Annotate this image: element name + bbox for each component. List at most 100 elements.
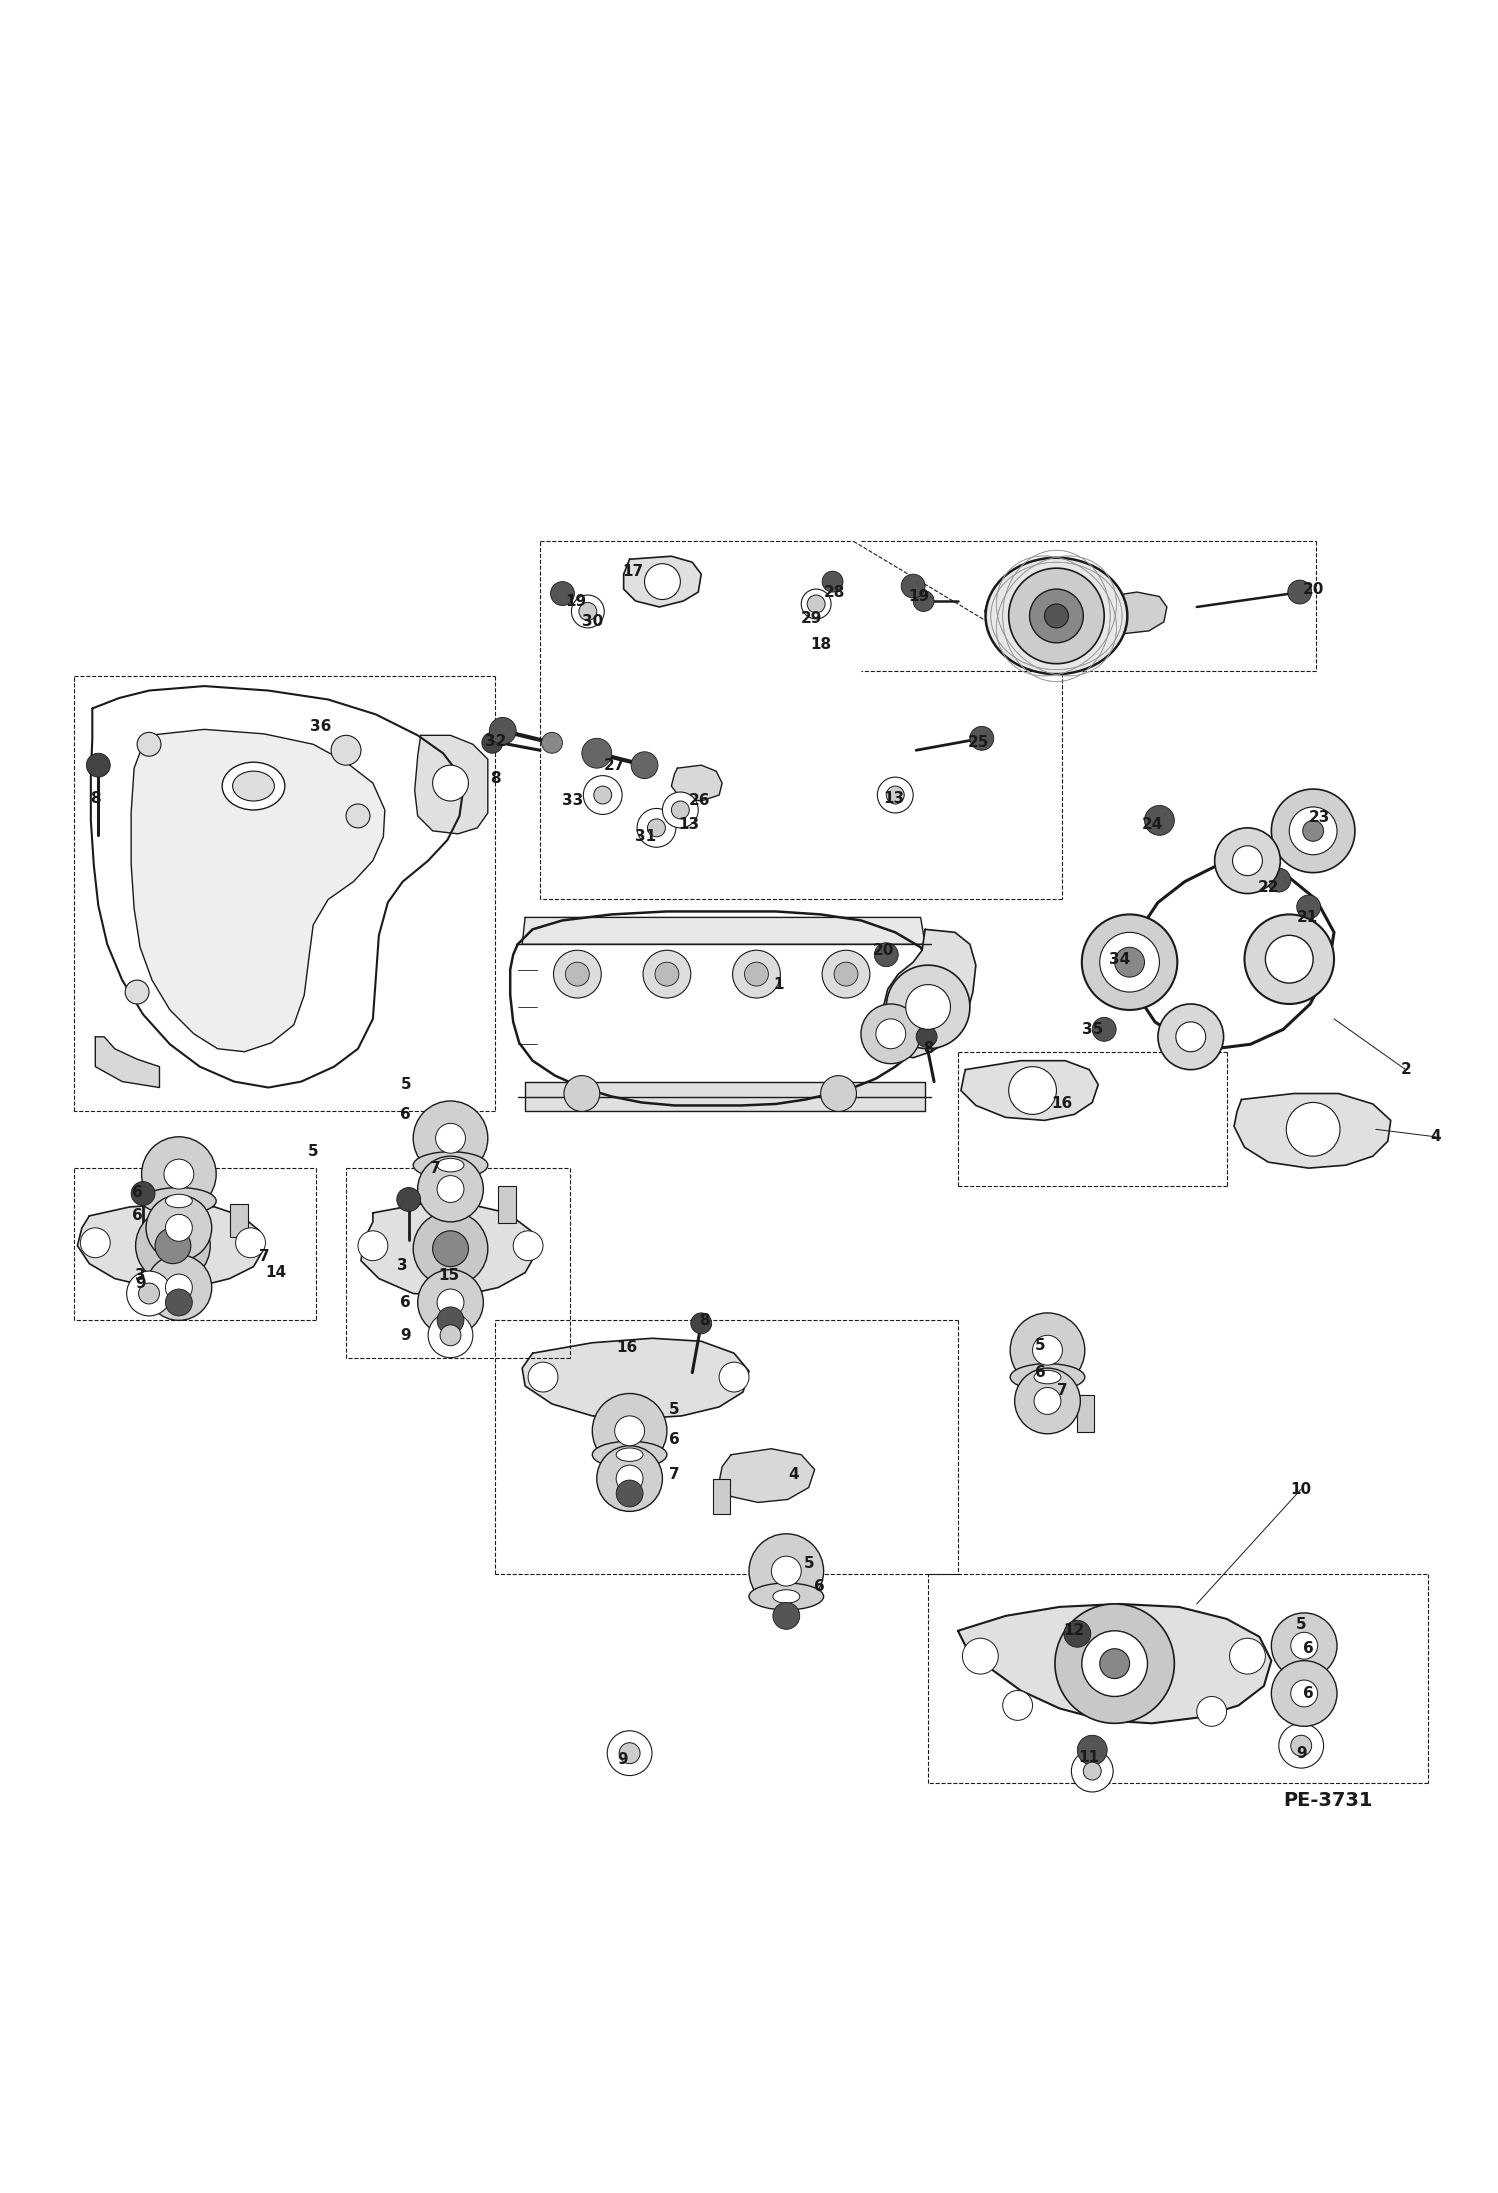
Circle shape [553, 950, 601, 998]
Circle shape [1010, 1314, 1085, 1388]
Text: 16: 16 [1052, 1096, 1073, 1112]
Text: 3: 3 [397, 1257, 407, 1272]
Text: 28: 28 [824, 586, 845, 599]
Circle shape [490, 717, 517, 743]
Circle shape [1266, 936, 1314, 982]
Circle shape [433, 1230, 469, 1268]
Circle shape [647, 818, 665, 838]
Polygon shape [523, 917, 926, 945]
Polygon shape [1100, 592, 1167, 634]
Polygon shape [719, 1450, 815, 1502]
Circle shape [807, 594, 825, 614]
Circle shape [1267, 868, 1291, 893]
Circle shape [136, 1208, 210, 1283]
Circle shape [902, 575, 926, 599]
Circle shape [1233, 846, 1263, 875]
Circle shape [1176, 1022, 1206, 1053]
Circle shape [801, 590, 831, 618]
Text: 4: 4 [788, 1467, 798, 1482]
Text: 6: 6 [813, 1579, 824, 1594]
Circle shape [433, 765, 469, 800]
Text: 3: 3 [135, 1268, 145, 1283]
Circle shape [565, 963, 589, 987]
Text: 8: 8 [923, 1042, 933, 1057]
Circle shape [163, 1160, 193, 1189]
Circle shape [887, 965, 969, 1048]
Circle shape [583, 776, 622, 814]
Text: 25: 25 [968, 735, 990, 750]
Circle shape [139, 1283, 159, 1305]
Polygon shape [415, 735, 488, 833]
Circle shape [1002, 1691, 1032, 1719]
Text: 22: 22 [1258, 879, 1279, 895]
Text: 36: 36 [310, 719, 331, 735]
Circle shape [138, 732, 160, 757]
Circle shape [581, 739, 611, 768]
Circle shape [607, 1730, 652, 1776]
Bar [499, 1186, 517, 1224]
Text: 2: 2 [1401, 1061, 1411, 1077]
Polygon shape [361, 1204, 538, 1296]
Text: 9: 9 [135, 1276, 145, 1289]
Circle shape [1245, 914, 1335, 1004]
Polygon shape [132, 730, 385, 1053]
Ellipse shape [142, 1189, 216, 1215]
Text: 9: 9 [617, 1752, 628, 1768]
Text: 6: 6 [400, 1294, 410, 1309]
Ellipse shape [773, 1590, 800, 1603]
Text: 5: 5 [1035, 1338, 1046, 1353]
Text: 6: 6 [132, 1208, 142, 1224]
Circle shape [592, 1393, 667, 1467]
Circle shape [616, 1465, 643, 1491]
Circle shape [440, 1325, 461, 1347]
Circle shape [397, 1189, 421, 1211]
Ellipse shape [1034, 1371, 1061, 1384]
Circle shape [834, 963, 858, 987]
Polygon shape [671, 765, 722, 800]
Text: 33: 33 [562, 794, 584, 809]
Circle shape [1029, 590, 1083, 643]
Ellipse shape [437, 1158, 464, 1171]
Circle shape [165, 1289, 192, 1316]
Circle shape [1008, 1066, 1056, 1114]
Circle shape [1291, 1680, 1318, 1706]
Circle shape [1290, 807, 1338, 855]
Circle shape [1197, 1697, 1227, 1726]
Circle shape [1287, 1103, 1341, 1156]
Text: 31: 31 [635, 829, 656, 844]
Text: 5: 5 [670, 1401, 680, 1417]
Text: PE-3731: PE-3731 [1284, 1792, 1372, 1811]
Circle shape [126, 980, 148, 1004]
Text: 13: 13 [884, 789, 905, 805]
Circle shape [413, 1101, 488, 1175]
Text: 20: 20 [1302, 581, 1324, 596]
Text: 20: 20 [873, 943, 894, 958]
Circle shape [878, 776, 914, 814]
Text: 6: 6 [1303, 1640, 1314, 1656]
Circle shape [514, 1230, 544, 1261]
Text: 34: 34 [1109, 952, 1129, 967]
Circle shape [906, 985, 950, 1029]
Circle shape [691, 1314, 712, 1333]
Circle shape [614, 1417, 644, 1445]
Text: 15: 15 [439, 1268, 460, 1283]
Circle shape [887, 785, 905, 805]
Circle shape [1303, 820, 1324, 842]
Polygon shape [884, 930, 975, 1057]
Text: 19: 19 [565, 594, 586, 607]
Circle shape [773, 1603, 800, 1629]
Circle shape [631, 752, 658, 779]
Circle shape [914, 590, 935, 612]
Circle shape [81, 1228, 111, 1257]
Text: 8: 8 [490, 772, 500, 785]
Circle shape [542, 732, 562, 752]
Circle shape [1092, 1018, 1116, 1042]
Text: 6: 6 [132, 1184, 142, 1200]
Circle shape [1082, 914, 1177, 1011]
Text: 10: 10 [1291, 1482, 1312, 1496]
Ellipse shape [1010, 1364, 1085, 1390]
Circle shape [145, 1195, 211, 1261]
Text: 18: 18 [810, 636, 831, 651]
Circle shape [1008, 568, 1104, 664]
Circle shape [87, 752, 111, 776]
